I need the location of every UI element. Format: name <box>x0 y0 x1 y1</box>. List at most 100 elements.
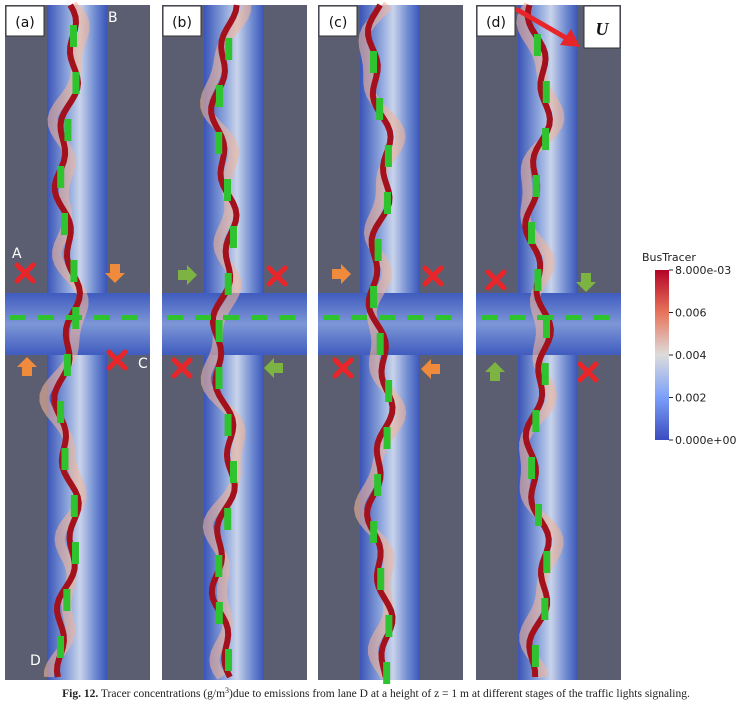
vehicle <box>251 315 267 320</box>
x-mark <box>577 361 599 383</box>
arrow <box>178 265 197 285</box>
arrow <box>485 362 505 381</box>
panel-label: (a) <box>15 15 35 31</box>
x-mark <box>332 357 354 379</box>
vehicle <box>70 495 78 517</box>
panels: (a) (b) (c) (d) U A B C D <box>5 1 621 684</box>
plume-core <box>522 4 554 678</box>
vehicle <box>383 192 391 214</box>
vehicle <box>215 85 223 107</box>
panel: (d) U <box>476 2 621 680</box>
vehicle <box>215 367 223 389</box>
vehicle <box>215 555 223 577</box>
vehicle <box>223 315 239 320</box>
plume-halo <box>353 1 407 680</box>
lane-label: D <box>30 653 41 669</box>
vehicle <box>72 72 80 94</box>
x-mark <box>266 265 288 287</box>
vehicle <box>225 649 233 671</box>
vehicle <box>61 448 69 470</box>
vehicle <box>224 273 232 295</box>
vehicle <box>38 315 54 320</box>
vehicle <box>370 521 378 543</box>
vehicle <box>377 568 385 590</box>
vehicle <box>374 239 382 261</box>
wind-label: U <box>596 19 610 39</box>
vehicle <box>376 333 384 355</box>
vehicle <box>593 315 609 320</box>
vehicle <box>370 286 378 308</box>
panel-label: (c) <box>329 15 348 31</box>
colorbar-title: BusTracer <box>642 251 696 264</box>
vehicle <box>351 315 367 320</box>
vehicle <box>379 315 395 320</box>
caption-text: )due to emissions from lane D at a heigh… <box>229 688 690 700</box>
arrow <box>17 357 37 376</box>
plume-core <box>51 3 84 678</box>
colorbar-tick-label: 0.000e+00 <box>675 434 736 447</box>
colorbar-tick-label: 0.006 <box>675 307 707 320</box>
vehicle <box>224 179 232 201</box>
vehicle <box>532 175 540 197</box>
vehicle <box>370 51 378 73</box>
arrow <box>576 273 596 292</box>
colorbar-tick-label: 8.000e-03 <box>675 264 731 277</box>
arrow <box>421 359 440 379</box>
vehicle <box>57 166 65 188</box>
wind-label-box <box>583 5 621 49</box>
vehicle <box>63 354 71 376</box>
caption: Fig. 12. Tracer concentrations (g/m3)due… <box>62 686 690 700</box>
x-mark <box>106 349 128 371</box>
vehicle <box>543 551 551 573</box>
vehicle <box>57 636 65 658</box>
vehicle <box>531 645 539 667</box>
colorbar-tick-label: 0.002 <box>675 392 707 405</box>
vehicle <box>374 474 382 496</box>
vehicle <box>224 508 232 530</box>
caption-label: Fig. 12. <box>62 688 98 700</box>
vehicle <box>542 128 550 150</box>
vehicle <box>407 315 423 320</box>
panel-label-box <box>162 5 202 37</box>
panel-label-box <box>318 5 358 37</box>
panel-label-box <box>5 5 45 37</box>
colorbar-gradient <box>655 270 669 440</box>
x-mark <box>171 357 193 379</box>
vehicle <box>534 269 542 291</box>
x-mark <box>485 269 507 291</box>
vehicle <box>215 320 223 342</box>
vehicle <box>384 145 392 167</box>
vehicle <box>385 380 393 402</box>
vehicle <box>533 34 541 56</box>
lane-label: A <box>12 246 22 262</box>
vehicle <box>70 25 78 47</box>
vehicle <box>323 315 339 320</box>
vehicle <box>94 315 110 320</box>
vehicle <box>215 602 223 624</box>
vehicle <box>167 315 183 320</box>
panel: (c) <box>318 1 463 684</box>
plume-halo <box>39 1 90 678</box>
vehicle <box>229 461 237 483</box>
wind-arrow <box>514 6 570 42</box>
vehicle <box>383 662 391 684</box>
vehicle <box>509 315 525 320</box>
colorbar-tick-label: 0.004 <box>675 349 707 362</box>
x-mark <box>14 262 36 284</box>
vehicle <box>57 401 65 423</box>
arrow <box>105 264 125 283</box>
vehicle <box>376 98 384 120</box>
panel-label-box <box>476 5 516 37</box>
vehicle <box>383 427 391 449</box>
vehicle <box>541 363 549 385</box>
vehicle <box>60 213 68 235</box>
vehicle <box>215 132 223 154</box>
vehicle <box>481 315 497 320</box>
vehicle <box>528 222 536 244</box>
vehicle <box>528 457 536 479</box>
vehicle <box>435 315 451 320</box>
vehicle <box>534 504 542 526</box>
vehicle <box>537 315 553 320</box>
lane-label: B <box>108 10 118 26</box>
vehicle <box>565 315 581 320</box>
